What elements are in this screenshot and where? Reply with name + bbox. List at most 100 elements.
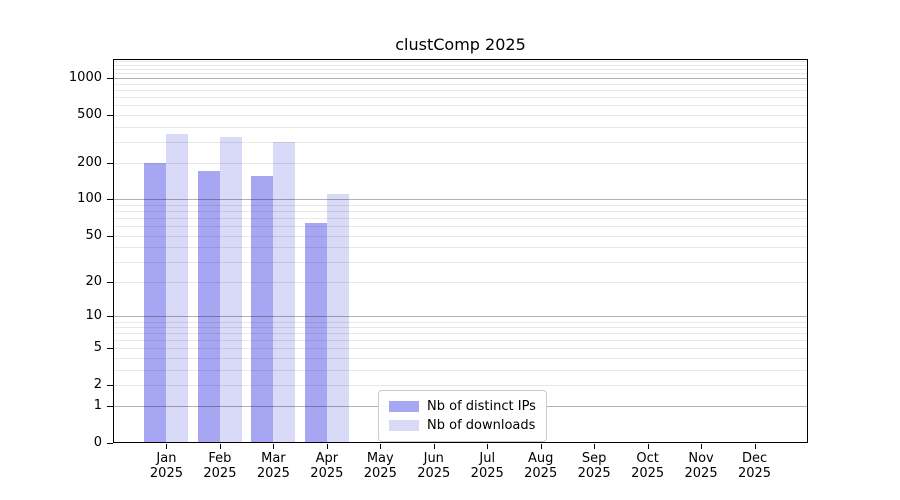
y-gridline-minor — [114, 97, 808, 99]
y-gridline-minor — [114, 114, 808, 116]
x-axis-month-label: Oct — [636, 451, 659, 466]
legend-swatch-downloads-icon — [389, 420, 419, 431]
x-axis-month-label: Aug — [527, 451, 554, 466]
bar-distinct-ips-jan — [144, 163, 167, 443]
x-axis-tick-label: Jan 2025 — [134, 451, 198, 481]
y-gridline-minor — [114, 204, 808, 206]
y-axis-tick-label: 20 — [85, 274, 102, 290]
y-axis-tick — [107, 316, 113, 318]
x-axis-tick-label: Oct 2025 — [616, 451, 680, 481]
x-axis-month-label: Mar — [261, 451, 286, 466]
x-axis-tick — [273, 444, 275, 449]
y-gridline-minor — [114, 247, 808, 249]
y-gridline-minor — [114, 64, 808, 66]
x-axis-month-label: Jun — [423, 451, 444, 466]
y-gridline-minor — [114, 369, 808, 371]
y-axis-tick-label: 1000 — [68, 70, 102, 86]
y-gridline-major — [114, 316, 808, 318]
x-axis-tick-label: Apr 2025 — [295, 451, 359, 481]
legend: Nb of distinct IPs Nb of downloads — [378, 390, 547, 442]
y-gridline-minor — [114, 261, 808, 263]
y-gridline-minor — [114, 141, 808, 143]
x-axis-year-label: 2025 — [577, 466, 611, 481]
x-axis-tick-label: Sep 2025 — [562, 451, 626, 481]
x-axis-tick-label: Nov 2025 — [669, 451, 733, 481]
x-axis-year-label: 2025 — [203, 466, 237, 481]
y-axis-tick — [107, 406, 113, 408]
y-gridline-minor — [114, 333, 808, 335]
x-axis-tick-label: Mar 2025 — [241, 451, 305, 481]
x-axis-tick — [380, 444, 382, 449]
y-axis-tick — [107, 78, 113, 80]
y-axis-tick-label: 5 — [93, 340, 102, 356]
x-axis-year-label: 2025 — [470, 466, 504, 481]
y-gridline-major — [114, 199, 808, 201]
y-gridline-minor — [114, 282, 808, 284]
y-axis-tick — [107, 385, 113, 387]
bar-distinct-ips-mar — [251, 175, 274, 443]
x-axis-month-label: Sep — [581, 451, 607, 466]
y-gridline-minor — [114, 348, 808, 350]
bar-downloads-apr — [326, 194, 349, 443]
x-axis-month-label: Feb — [208, 451, 232, 466]
y-axis-tick-label: 50 — [85, 227, 102, 243]
x-axis-tick — [594, 444, 596, 449]
x-axis-year-label: 2025 — [737, 466, 772, 481]
legend-swatch-distinct-ips-icon — [389, 401, 419, 412]
x-axis-tick — [754, 444, 756, 449]
y-gridline-minor — [114, 68, 808, 70]
legend-label-distinct-ips: Nb of distinct IPs — [427, 399, 536, 414]
y-axis-tick — [107, 348, 113, 350]
x-axis-month-label: Jan — [156, 451, 177, 466]
x-axis-tick — [219, 444, 221, 449]
bar-distinct-ips-feb — [197, 171, 220, 443]
bar-downloads-feb — [219, 137, 242, 443]
x-axis-tick-label: Dec 2025 — [723, 451, 787, 481]
y-gridline-minor — [114, 60, 808, 62]
y-gridline-minor — [114, 84, 808, 85]
x-axis-year-label: 2025 — [149, 466, 183, 481]
x-axis-month-label: Apr — [315, 451, 339, 466]
x-axis-month-label: Jul — [479, 451, 496, 466]
x-axis-tick — [487, 444, 489, 449]
x-axis-year-label: 2025 — [631, 466, 665, 481]
y-gridline-minor — [114, 73, 808, 75]
x-axis-tick-label: May 2025 — [348, 451, 412, 481]
x-axis-month-label: Nov — [688, 451, 714, 466]
bar-downloads-jan — [166, 133, 189, 443]
x-axis-year-label: 2025 — [363, 466, 397, 481]
y-axis-tick-label: 1 — [93, 398, 102, 414]
bar-distinct-ips-apr — [304, 222, 327, 443]
y-axis-tick — [107, 114, 113, 116]
y-axis-tick — [107, 235, 113, 237]
x-axis-month-label: May — [366, 451, 394, 466]
y-axis-tick-label: 0 — [93, 435, 102, 450]
x-axis-tick — [433, 444, 435, 449]
x-axis-month-label: Dec — [741, 451, 768, 466]
y-gridline-minor — [114, 358, 808, 360]
bar-downloads-mar — [273, 142, 296, 443]
y-axis-tick-label: 100 — [77, 191, 102, 207]
x-axis-tick-label: Jun 2025 — [402, 451, 466, 481]
x-axis-year-label: 2025 — [684, 466, 718, 481]
legend-row-downloads: Nb of downloads — [389, 416, 536, 435]
y-gridline-minor — [114, 321, 808, 323]
y-axis-tick — [107, 163, 113, 165]
y-gridline-minor — [114, 105, 808, 107]
y-gridline-minor — [114, 211, 808, 213]
y-axis-tick — [107, 282, 113, 284]
y-gridline-minor — [114, 340, 808, 342]
x-axis-tick-label: Jul 2025 — [455, 451, 519, 481]
x-axis-tick-label: Aug 2025 — [509, 451, 573, 481]
x-axis-year-label: 2025 — [524, 466, 558, 481]
y-gridline-minor — [114, 90, 808, 92]
y-gridline-minor — [114, 126, 808, 128]
x-axis-tick — [647, 444, 649, 449]
legend-label-downloads: Nb of downloads — [427, 418, 536, 433]
y-axis-tick-label: 200 — [77, 155, 102, 171]
x-axis-tick — [701, 444, 703, 449]
y-gridline-minor — [114, 385, 808, 387]
